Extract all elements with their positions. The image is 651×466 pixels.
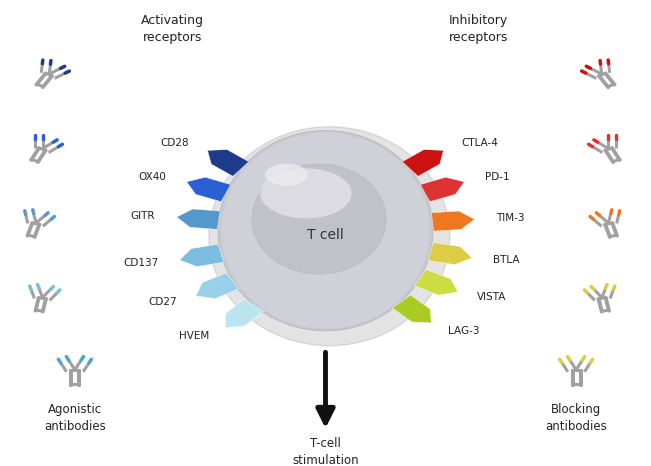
Polygon shape: [176, 209, 220, 229]
Polygon shape: [180, 244, 224, 267]
Polygon shape: [432, 211, 475, 231]
Text: CD27: CD27: [148, 297, 176, 307]
Polygon shape: [402, 150, 443, 176]
Ellipse shape: [260, 168, 352, 219]
Text: T-cell
stimulation: T-cell stimulation: [292, 437, 359, 466]
Text: TIM-3: TIM-3: [496, 213, 525, 223]
Ellipse shape: [209, 127, 450, 346]
Polygon shape: [196, 273, 239, 299]
Polygon shape: [393, 295, 432, 323]
Text: CD137: CD137: [123, 258, 159, 267]
Text: Activating
receptors: Activating receptors: [141, 14, 204, 44]
Text: LAG-3: LAG-3: [448, 326, 480, 336]
Polygon shape: [414, 269, 458, 295]
Polygon shape: [225, 299, 263, 328]
Text: CD28: CD28: [161, 138, 189, 148]
Ellipse shape: [265, 164, 308, 186]
Text: T cell: T cell: [307, 228, 344, 242]
Polygon shape: [187, 177, 230, 202]
Polygon shape: [428, 242, 472, 265]
Text: HVEM: HVEM: [179, 331, 209, 341]
Ellipse shape: [218, 130, 433, 331]
Text: PD-1: PD-1: [484, 172, 509, 182]
Text: VISTA: VISTA: [477, 292, 506, 302]
Text: BTLA: BTLA: [493, 255, 519, 265]
Text: Agonistic
antibodies: Agonistic antibodies: [44, 403, 105, 433]
Ellipse shape: [252, 164, 386, 274]
Text: Inhibitory
receptors: Inhibitory receptors: [449, 14, 508, 44]
Ellipse shape: [221, 133, 430, 329]
Text: Blocking
antibodies: Blocking antibodies: [546, 403, 607, 433]
Text: CTLA-4: CTLA-4: [462, 138, 499, 148]
Polygon shape: [421, 177, 464, 202]
Text: GITR: GITR: [131, 211, 155, 221]
Polygon shape: [208, 150, 249, 176]
Text: OX40: OX40: [139, 172, 167, 182]
